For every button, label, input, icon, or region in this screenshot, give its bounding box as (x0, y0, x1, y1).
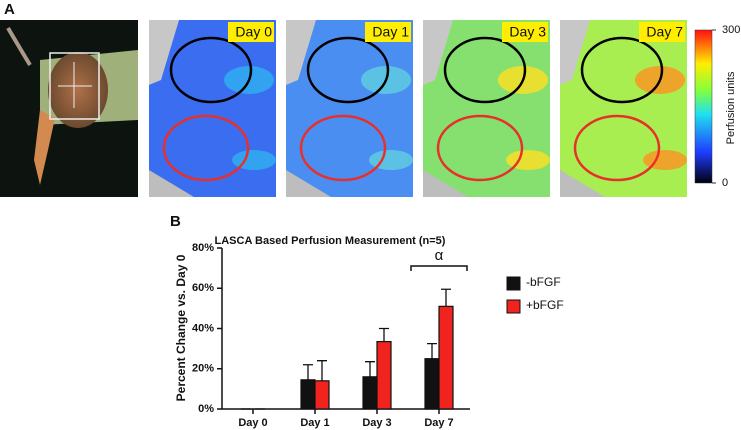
y-axis-label: Percent Change vs. Day 0 (174, 254, 188, 401)
y-tick-label: 80% (192, 242, 214, 254)
roi-circle (169, 36, 253, 104)
panel-label: A (4, 1, 15, 18)
panel-label: B (170, 213, 181, 230)
roi-circle (162, 114, 250, 182)
x-tick-label: Day 3 (362, 417, 391, 429)
bar (424, 358, 440, 410)
y-tick-label: 0% (198, 403, 214, 415)
bar (362, 376, 378, 410)
day-label: Day 3 (509, 24, 546, 40)
annotation: α (435, 247, 444, 264)
day-label-box (365, 22, 411, 42)
x-tick-label: Day 1 (300, 417, 329, 429)
day-label: Day 1 (372, 24, 409, 40)
chart-title: LASCA Based Perfusion Measurement (n=5) (215, 235, 446, 247)
error-bar (427, 342, 437, 359)
error-bar (303, 364, 313, 380)
error-bar (317, 360, 327, 381)
x-tick-label: Day 7 (424, 417, 453, 429)
roi-circle (299, 114, 387, 182)
significance-bracket (410, 265, 468, 271)
bar (314, 380, 330, 410)
error-bar (365, 361, 375, 377)
legend-label: -bFGF (526, 275, 561, 289)
roi-circle (306, 36, 390, 104)
day-label: Day 0 (235, 24, 272, 40)
mouse-tail (6, 26, 32, 67)
error-bar (379, 327, 389, 342)
colorbar (694, 29, 713, 184)
legend-swatch (506, 299, 521, 314)
background-region (286, 170, 331, 197)
x-tick-label: Day 0 (238, 417, 267, 429)
y-tick-label: 20% (192, 363, 214, 375)
background-region (560, 20, 590, 85)
error-bar (441, 288, 451, 307)
mouse-back (48, 52, 108, 128)
colorbar-label: Perfusion units (725, 71, 737, 144)
roi-circle (436, 114, 524, 182)
day-label: Day 7 (646, 24, 683, 40)
bar (300, 379, 316, 410)
y-tick-label: 60% (192, 282, 214, 294)
legend-swatch (506, 276, 521, 291)
colorbar-tick-label: 0 (722, 177, 728, 189)
roi-circle (443, 36, 527, 104)
day-label-box (228, 22, 274, 42)
day-label-box (639, 22, 685, 42)
background-region (423, 20, 453, 85)
roi-box (49, 52, 100, 120)
roi-circle (573, 114, 661, 182)
day-label-box (502, 22, 548, 42)
background-region (286, 20, 316, 85)
y-tick-label: 40% (192, 322, 214, 334)
roi-circle (580, 36, 664, 104)
bar (438, 305, 454, 410)
background-region (423, 170, 468, 197)
bar (376, 340, 392, 410)
background-region (560, 170, 605, 197)
legend-label: +bFGF (526, 298, 564, 312)
background-region (149, 170, 194, 197)
mouse-leg (34, 110, 55, 185)
background-region (149, 20, 179, 85)
colorbar-tick-label: 300 (722, 24, 740, 36)
